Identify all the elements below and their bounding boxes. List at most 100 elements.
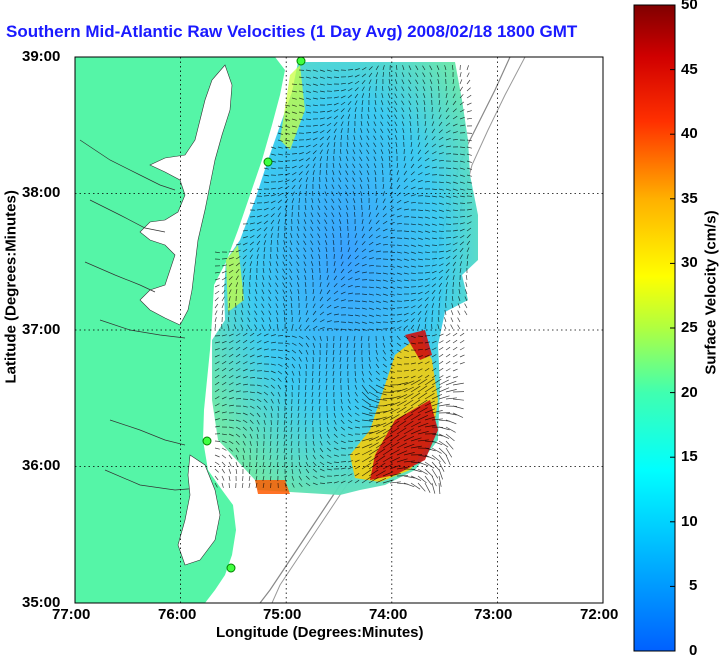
velocity-vector [445, 167, 452, 169]
velocity-vector [228, 426, 234, 429]
velocity-vector [310, 233, 314, 239]
velocity-vector [339, 349, 342, 355]
velocity-vector [361, 456, 372, 463]
velocity-vector [438, 367, 444, 372]
velocity-vector [436, 65, 440, 71]
fastest-current-core [370, 330, 438, 480]
velocity-vector [256, 412, 261, 418]
velocity-vector [431, 143, 437, 148]
velocity-vector [459, 281, 461, 288]
velocity-vector [282, 289, 286, 295]
velocity-vector [347, 88, 353, 92]
velocity-vector [410, 194, 416, 197]
velocity-vector [424, 424, 436, 428]
velocity-vector [431, 230, 437, 233]
velocity-vector [361, 219, 364, 225]
velocity-vector [235, 433, 241, 438]
velocity-vector [459, 153, 465, 156]
velocity-vector [389, 251, 396, 253]
velocity-vector [347, 384, 350, 390]
station-cape-may [263, 157, 273, 167]
velocity-vector [445, 353, 451, 358]
velocity-vector [319, 342, 322, 348]
velocity-vector [242, 405, 248, 408]
velocity-vector [410, 171, 415, 176]
velocity-vector [262, 275, 265, 281]
velocity-vector [228, 447, 233, 452]
velocity-vector [381, 86, 384, 92]
velocity-vector [332, 342, 335, 349]
velocity-vector [305, 90, 311, 93]
velocity-vector [354, 113, 357, 120]
velocity-vector [276, 247, 279, 253]
velocity-vector [389, 177, 392, 183]
velocity-vector [452, 93, 456, 99]
velocity-vector [361, 443, 373, 449]
velocity-vector [310, 212, 314, 218]
velocity-vector [417, 285, 423, 288]
velocity-vector [305, 356, 308, 362]
velocity-vector [380, 156, 384, 162]
velocity-vector [291, 159, 297, 162]
velocity-vector [403, 349, 409, 352]
velocity-vector [445, 419, 457, 425]
velocity-vector [312, 163, 316, 169]
velocity-vector [317, 205, 321, 211]
velocity-vector [403, 163, 407, 169]
velocity-vector [445, 389, 457, 393]
velocity-vector [389, 293, 395, 296]
velocity-vector [263, 405, 267, 411]
velocity-vector [332, 170, 335, 176]
velocity-vector [368, 356, 371, 362]
velocity-vector [214, 251, 220, 254]
velocity-vector [263, 220, 269, 225]
velocity-vector [395, 65, 398, 71]
velocity-vector [333, 454, 339, 457]
velocity-vector [466, 139, 472, 142]
velocity-vector [403, 244, 409, 247]
velocity-vector [291, 191, 295, 197]
velocity-vector [353, 342, 356, 348]
velocity-vector [401, 114, 405, 120]
velocity-vector [326, 103, 332, 106]
velocity-vector [214, 323, 217, 330]
velocity-vector [324, 212, 328, 218]
velocity-vector [368, 436, 380, 442]
velocity-vector [263, 419, 266, 425]
velocity-vector [340, 121, 344, 127]
velocity-vector [389, 300, 395, 303]
velocity-vector [431, 418, 443, 421]
velocity-vector [247, 310, 251, 316]
velocity-vector [305, 310, 309, 316]
velocity-vector [345, 198, 349, 204]
velocity-vector [382, 463, 393, 470]
velocity-vector [417, 209, 424, 211]
velocity-vector [262, 482, 265, 488]
velocity-vector [347, 284, 353, 288]
velocity-vector [339, 226, 342, 232]
velocity-vector [312, 289, 315, 295]
velocity-vector [417, 258, 423, 261]
velocity-vector [305, 303, 308, 309]
velocity-vector [431, 386, 442, 393]
velocity-vector [319, 433, 322, 439]
velocity-vector [424, 209, 430, 212]
velocity-vector [417, 375, 423, 379]
velocity-vector [339, 149, 342, 155]
velocity-vector [361, 293, 368, 295]
velocity-vector [354, 247, 359, 253]
velocity-vector [228, 397, 234, 400]
velocity-vector [311, 398, 314, 404]
velocity-vector [333, 142, 336, 148]
velocity-vector [417, 368, 423, 372]
velocity-vector [283, 240, 286, 246]
velocity-vector [380, 142, 384, 148]
velocity-vector [452, 64, 454, 71]
x-tick-label: 77:00 [52, 606, 91, 623]
velocity-vector [375, 220, 380, 225]
velocity-vector [276, 433, 279, 439]
x-axis-title: Longitude (Degrees:Minutes) [216, 624, 424, 641]
velocity-vector [297, 212, 300, 218]
velocity-vector [437, 324, 440, 330]
velocity-vector [305, 69, 311, 72]
